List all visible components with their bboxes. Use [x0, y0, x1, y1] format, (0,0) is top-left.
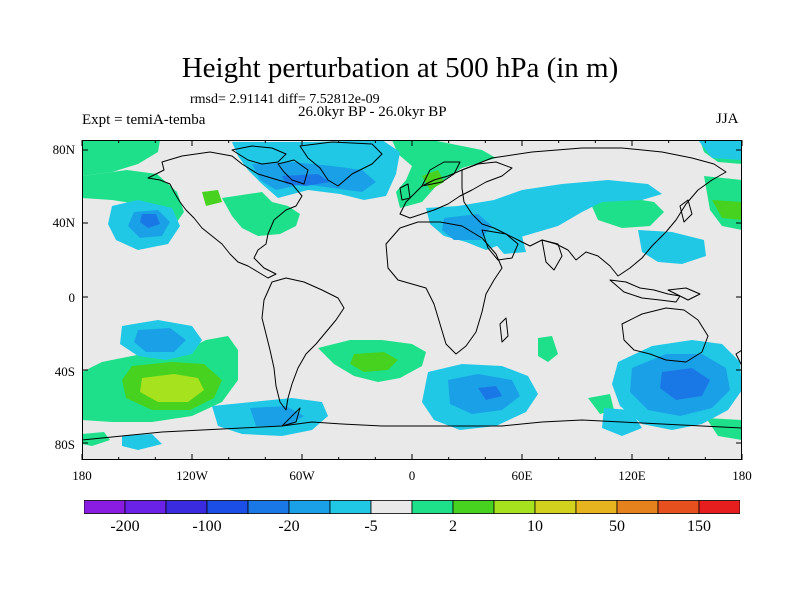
- contour-region-negative-max: [282, 174, 330, 186]
- lon-label: 120E: [618, 468, 646, 483]
- colorbar-box: [616, 500, 659, 514]
- coastline-north-america: [147, 151, 303, 279]
- season-label: JJA: [716, 111, 739, 127]
- colorbar-box: [534, 500, 577, 514]
- coastline-canadian-archipelago: [231, 145, 287, 165]
- coastline-antarctic-peninsula: [281, 407, 301, 427]
- contour-region-negative-max: [478, 386, 502, 400]
- contour-region-positive-strong: [712, 200, 742, 220]
- contour-region-negative-strong: [134, 328, 186, 352]
- colorbar-label: -20: [278, 518, 300, 535]
- colorbar-box: [370, 500, 413, 514]
- coastline-japan: [679, 199, 693, 223]
- contour-region-positive: [392, 140, 496, 208]
- colorbar-label: 10: [527, 518, 543, 535]
- plot-title: Height perturbation at 500 hPa (in m): [181, 52, 619, 84]
- colorbar-label: -100: [192, 518, 222, 535]
- lon-label: 60W: [289, 468, 315, 483]
- colorbar-label: 150: [687, 518, 711, 535]
- colorbar-label: -200: [110, 518, 140, 535]
- lat-label: 0: [68, 290, 76, 305]
- contour-region-negative-strong: [250, 406, 304, 426]
- coastline-baffin: [277, 159, 309, 185]
- coastline-africa: [385, 221, 503, 355]
- coastline-madagascar: [499, 317, 509, 343]
- contour-region-positive-max: [140, 374, 204, 402]
- colorbar-box: [329, 500, 372, 514]
- contour-region-positive: [538, 336, 558, 362]
- coastline-arabia: [481, 229, 519, 261]
- lat-label: 80N: [52, 142, 75, 157]
- colorbar-box: [411, 500, 454, 514]
- coastlines: [82, 141, 742, 441]
- colorbar-label: 50: [609, 518, 625, 535]
- colorbar: [84, 500, 740, 514]
- coastline-greenland: [299, 141, 383, 187]
- coastline-south-america: [261, 277, 345, 411]
- contour-region-negative: [638, 230, 706, 264]
- coastline-new-zealand: [735, 349, 742, 367]
- colorbar-box: [206, 500, 249, 514]
- lat-label: 40N: [52, 215, 75, 230]
- coastline-antarctica: [82, 419, 742, 441]
- coastline-asia: [461, 147, 727, 277]
- contour-region-positive-strong: [350, 352, 398, 372]
- coastline-new-guinea: [667, 287, 701, 301]
- lat-label: 40S: [54, 364, 75, 379]
- lon-label: 60E: [511, 468, 533, 483]
- contour-region-positive: [222, 192, 300, 236]
- colorbar-box: [493, 500, 536, 514]
- contour-region-positive-strong: [202, 190, 222, 206]
- contour-region-negative-max: [660, 368, 710, 400]
- colorbar-box: [452, 500, 495, 514]
- colorbar-box: [698, 500, 740, 514]
- colorbar-box: [657, 500, 700, 514]
- contour-region-negative: [122, 434, 162, 450]
- coastline-scandinavia: [421, 161, 461, 187]
- lon-label: 120W: [176, 468, 208, 483]
- height-perturbation-field: [82, 140, 742, 450]
- contour-region-negative: [492, 236, 526, 254]
- colorbar-box: [84, 500, 126, 514]
- coastline-australia: [621, 307, 709, 363]
- contour-region-negative-strong: [442, 214, 492, 240]
- colorbar-box: [124, 500, 167, 514]
- colorbar-box: [165, 500, 208, 514]
- colorbar-box: [288, 500, 331, 514]
- lon-label: 180: [732, 468, 752, 483]
- lat-label: 80S: [54, 437, 75, 452]
- lon-label: 0: [408, 468, 416, 483]
- contour-region-negative: [698, 140, 742, 160]
- experiment-label: Expt = temiA-temba: [82, 112, 206, 128]
- contour-map: [82, 140, 742, 460]
- contour-region-negative-max: [140, 214, 160, 228]
- contour-region-positive: [706, 418, 742, 440]
- colorbar-box: [575, 500, 618, 514]
- period-label: 26.0kyr BP - 26.0kyr BP: [298, 104, 447, 120]
- colorbar-label: -5: [364, 518, 378, 535]
- rmsd-diff-stats: rmsd= 2.91141 diff= 7.52812e-09: [190, 92, 380, 107]
- contour-region-positive: [82, 140, 160, 176]
- colorbar-label: 2: [449, 518, 457, 535]
- contour-region-positive: [590, 198, 664, 228]
- colorbar-box: [247, 500, 290, 514]
- coastline-british-isles: [399, 183, 411, 201]
- coastline-india: [541, 239, 563, 271]
- lon-label: 180: [72, 468, 92, 483]
